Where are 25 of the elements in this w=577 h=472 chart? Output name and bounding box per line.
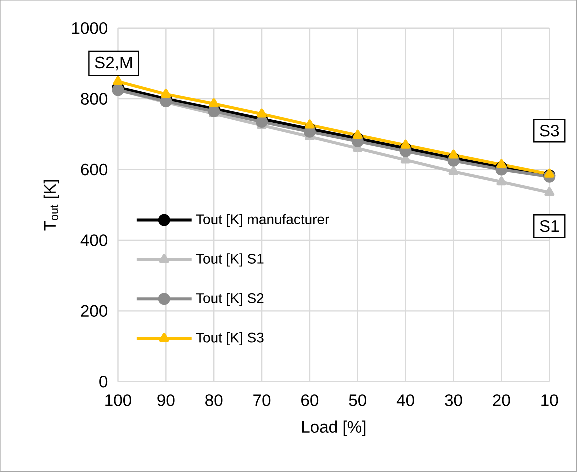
y-tick-label: 800: [81, 93, 108, 105]
legend-label: Tout [K] S3: [196, 332, 264, 346]
y-tick-label: 400: [80, 234, 108, 246]
y-tick-label: 200: [81, 305, 108, 317]
y-axis-title: T$_{out}$ [K]: [44, 180, 60, 231]
x-tick-label: 90: [158, 394, 175, 406]
annotation: S3: [540, 124, 560, 137]
y-tick-label: 0: [100, 376, 108, 388]
legend-label: Tout [K] S1: [196, 254, 264, 267]
x-tick-label: 100: [106, 394, 132, 406]
x-tick-label: 50: [349, 394, 366, 406]
annotation: S1: [540, 220, 559, 232]
x-tick-label: 40: [396, 394, 414, 406]
x-tick-label: 30: [445, 394, 462, 406]
x-tick-label: 60: [302, 394, 319, 406]
x-tick-label: 10: [542, 394, 558, 406]
legend-label: Tout [K] S2: [196, 293, 264, 306]
y-tick-label: 1000: [72, 22, 108, 34]
x-tick-label: 80: [206, 394, 223, 406]
x-tick-label: 20: [493, 394, 510, 406]
y-tick-label: 600: [81, 164, 108, 176]
legend-label: Tout [K] manufacturer: [196, 214, 330, 228]
x-axis-title: Load [%]: [302, 420, 366, 436]
annotation: S2,M: [95, 56, 132, 71]
x-tick-label: 70: [254, 394, 271, 406]
